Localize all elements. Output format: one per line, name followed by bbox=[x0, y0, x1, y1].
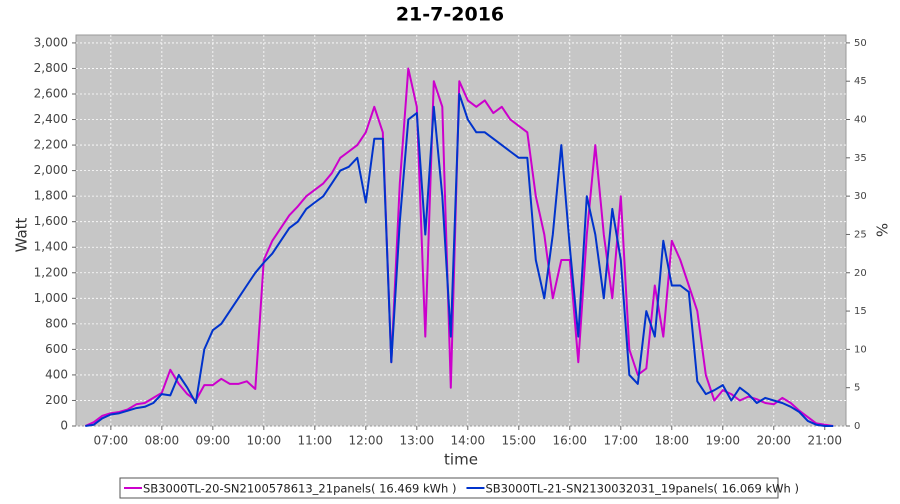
x-tick-label: 08:00 bbox=[145, 434, 180, 448]
x-tick-label: 15:00 bbox=[501, 434, 536, 448]
y2-tick-label: 50 bbox=[854, 38, 867, 49]
y2-tick-label: 10 bbox=[854, 344, 867, 355]
legend bbox=[119, 477, 779, 499]
x-tick-label: 09:00 bbox=[196, 434, 231, 448]
x-tick-label: 11:00 bbox=[298, 434, 333, 448]
x-tick-label: 13:00 bbox=[400, 434, 435, 448]
y-tick-label: 2,800 bbox=[34, 61, 68, 75]
y2-tick-label: 40 bbox=[854, 115, 867, 126]
x-tick-label: 10:00 bbox=[247, 434, 282, 448]
y-tick-label: 1,600 bbox=[34, 214, 68, 228]
x-tick-label: 07:00 bbox=[94, 434, 129, 448]
y-tick-label: 600 bbox=[45, 342, 68, 356]
series-line bbox=[85, 93, 834, 427]
series-line bbox=[84, 67, 834, 427]
legend-label: SB3000TL-21-SN2130032031_19panels( 16.06… bbox=[485, 482, 798, 496]
y2-tick-label: 0 bbox=[854, 421, 860, 432]
legend-label: SB3000TL-20-SN2100578613_21panels( 16.46… bbox=[143, 482, 456, 496]
x-tick-label: 21:00 bbox=[807, 434, 842, 448]
y-tick-label: 3,000 bbox=[34, 35, 68, 49]
y-tick-label: 2,400 bbox=[34, 112, 68, 126]
y2-tick-label: 20 bbox=[854, 268, 867, 279]
x-tick-label: 19:00 bbox=[705, 434, 740, 448]
y-tick-label: 200 bbox=[45, 393, 68, 407]
x-tick-label: 20:00 bbox=[756, 434, 791, 448]
y-tick-label: 2,600 bbox=[34, 86, 68, 100]
y-tick-label: 1,000 bbox=[34, 291, 68, 305]
y2-tick-label: 35 bbox=[854, 153, 867, 164]
y2-axis-label: % bbox=[873, 223, 891, 237]
y2-tick-label: 25 bbox=[854, 229, 867, 240]
y-tick-label: 2,200 bbox=[34, 138, 68, 152]
y-tick-label: 0 bbox=[60, 419, 68, 433]
y-tick-label: 1,400 bbox=[34, 240, 68, 254]
x-tick-label: 16:00 bbox=[552, 434, 587, 448]
y2-tick-label: 5 bbox=[854, 383, 860, 394]
y-tick-label: 800 bbox=[45, 316, 68, 330]
x-tick-label: 17:00 bbox=[603, 434, 638, 448]
x-tick-label: 18:00 bbox=[654, 434, 689, 448]
x-axis-label: time bbox=[444, 451, 478, 469]
y-axis-label: Watt bbox=[13, 217, 31, 252]
y-tick-label: 2,000 bbox=[34, 163, 68, 177]
y2-tick-label: 30 bbox=[854, 191, 867, 202]
x-tick-label: 14:00 bbox=[451, 434, 486, 448]
y2-tick-label: 45 bbox=[854, 76, 867, 87]
y-tick-label: 1,800 bbox=[34, 189, 68, 203]
chart-title: 21-7-2016 bbox=[396, 4, 504, 26]
x-tick-label: 12:00 bbox=[349, 434, 384, 448]
y-tick-label: 1,200 bbox=[34, 265, 68, 279]
y-tick-label: 400 bbox=[45, 367, 68, 381]
y2-tick-label: 15 bbox=[854, 306, 867, 317]
